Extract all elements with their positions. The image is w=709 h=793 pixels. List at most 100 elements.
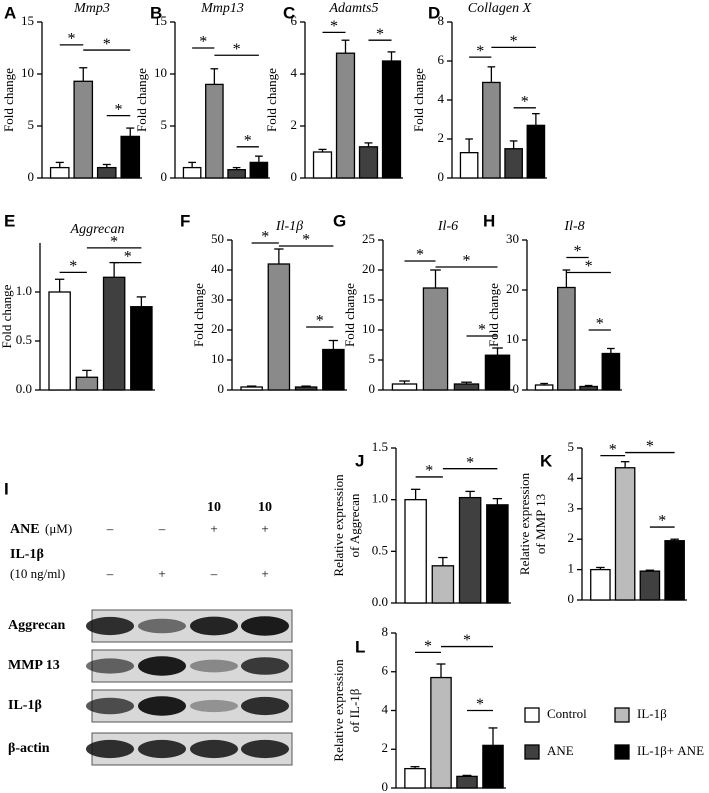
significance-mark: * <box>463 632 471 649</box>
dose-label: 10 <box>207 500 221 515</box>
bar <box>482 744 504 789</box>
y-tick-label: 0 <box>369 381 376 396</box>
y-axis-label: Relative expression <box>331 659 346 762</box>
y-tick-label: 10 <box>211 351 224 366</box>
bar <box>504 148 523 179</box>
y-tick-label: 3 <box>568 500 575 515</box>
significance-mark: * <box>233 41 241 58</box>
y-tick-label: 20 <box>362 261 375 276</box>
significance-mark: * <box>510 33 518 50</box>
y-tick-label: 15 <box>21 13 34 28</box>
y-tick-label: 5 <box>568 439 575 454</box>
blot-row-label: IL-1β <box>8 698 42 713</box>
dose-label: 10 <box>258 500 272 515</box>
y-tick-label: 0 <box>291 169 298 184</box>
blot-band <box>190 699 238 713</box>
significance-mark: * <box>425 463 433 480</box>
y-axis-label: Fold change <box>486 283 501 347</box>
panel-letter: F <box>180 211 190 230</box>
blot-band <box>190 616 238 636</box>
bar <box>130 306 153 391</box>
bar <box>182 166 202 179</box>
blot-band <box>241 739 289 759</box>
y-tick-label: 2 <box>382 740 389 755</box>
treatment-sign: + <box>210 521 217 536</box>
y-tick-label: 15 <box>362 291 375 306</box>
blot-row-label: Aggrecan <box>8 618 65 633</box>
y-tick-label: 40 <box>211 261 224 276</box>
y-tick-label: 10 <box>362 321 375 336</box>
panel-letter: D <box>428 3 440 22</box>
blot-band <box>86 697 134 715</box>
bar <box>486 504 509 604</box>
panel-letter: C <box>283 3 295 22</box>
y-tick-label: 20 <box>211 321 224 336</box>
significance-mark: * <box>68 31 76 48</box>
y-axis-label: Fold change <box>264 68 279 132</box>
blot-band <box>190 659 238 673</box>
condition-unit: (μM) <box>45 521 72 536</box>
significance-mark: * <box>646 438 654 455</box>
significance-mark: * <box>585 258 593 275</box>
chart-title: Adamts5 <box>329 1 379 16</box>
bar <box>458 496 482 604</box>
legend-label: ANE <box>547 743 574 758</box>
panel-letter: B <box>150 3 162 22</box>
legend-label: IL-1β+ ANE <box>637 743 704 758</box>
y-tick-label: 5 <box>28 117 35 132</box>
y-tick-label: 0 <box>218 381 225 396</box>
chart-title: Il-8 <box>563 219 584 234</box>
y-tick-label: 6 <box>438 52 445 67</box>
y-axis-label: Relative expression <box>517 472 532 575</box>
blot-band <box>241 657 289 675</box>
significance-mark: * <box>521 93 529 110</box>
panel-letter: G <box>333 211 346 230</box>
y-axis-label: Fold change <box>1 68 16 132</box>
y-tick-label: 20 <box>506 281 519 296</box>
bar <box>267 263 291 391</box>
panel-letter: J <box>355 451 364 470</box>
significance-mark: * <box>574 243 582 260</box>
bar <box>456 775 478 789</box>
treatment-sign: – <box>210 566 218 581</box>
bar <box>48 291 71 391</box>
bar <box>96 166 117 179</box>
bar <box>639 570 661 601</box>
condition-label: IL-1β <box>10 547 44 562</box>
y-axis-label: Fold change <box>411 68 426 132</box>
bar <box>358 146 379 179</box>
significance-mark: * <box>478 322 486 339</box>
y-tick-label: 4 <box>291 65 298 80</box>
treatment-sign: + <box>261 521 268 536</box>
significance-mark: * <box>330 18 338 35</box>
panel-letter: E <box>4 211 15 230</box>
chart-title: Il-6 <box>437 219 458 234</box>
bar <box>534 384 554 391</box>
significance-mark: * <box>376 26 384 43</box>
bar <box>381 60 402 179</box>
treatment-sign: – <box>106 566 114 581</box>
condition-unit: (10 ng/ml) <box>10 566 65 581</box>
bar <box>404 767 426 789</box>
y-tick-label: 2 <box>291 117 298 132</box>
significance-mark: * <box>302 232 310 249</box>
y-axis-label: Relative expression <box>331 474 346 577</box>
y-tick-label: 10 <box>506 331 519 346</box>
bar <box>205 83 224 179</box>
y-tick-label: 15 <box>154 13 167 28</box>
treatment-sign: + <box>158 566 165 581</box>
bar <box>422 287 449 391</box>
y-tick-label: 0 <box>438 169 445 184</box>
y-tick-label: 0 <box>161 169 168 184</box>
significance-mark: * <box>466 454 474 471</box>
legend-swatch <box>614 744 630 760</box>
blot-band <box>86 658 134 674</box>
y-tick-label: 4 <box>382 701 389 716</box>
y-tick-label: 0.0 <box>16 381 32 396</box>
chart-title: Mmp3 <box>73 1 110 16</box>
significance-mark: * <box>244 132 252 149</box>
legend-label: IL-1β <box>637 706 667 721</box>
bar <box>73 80 94 179</box>
y-tick-label: 4 <box>438 91 445 106</box>
